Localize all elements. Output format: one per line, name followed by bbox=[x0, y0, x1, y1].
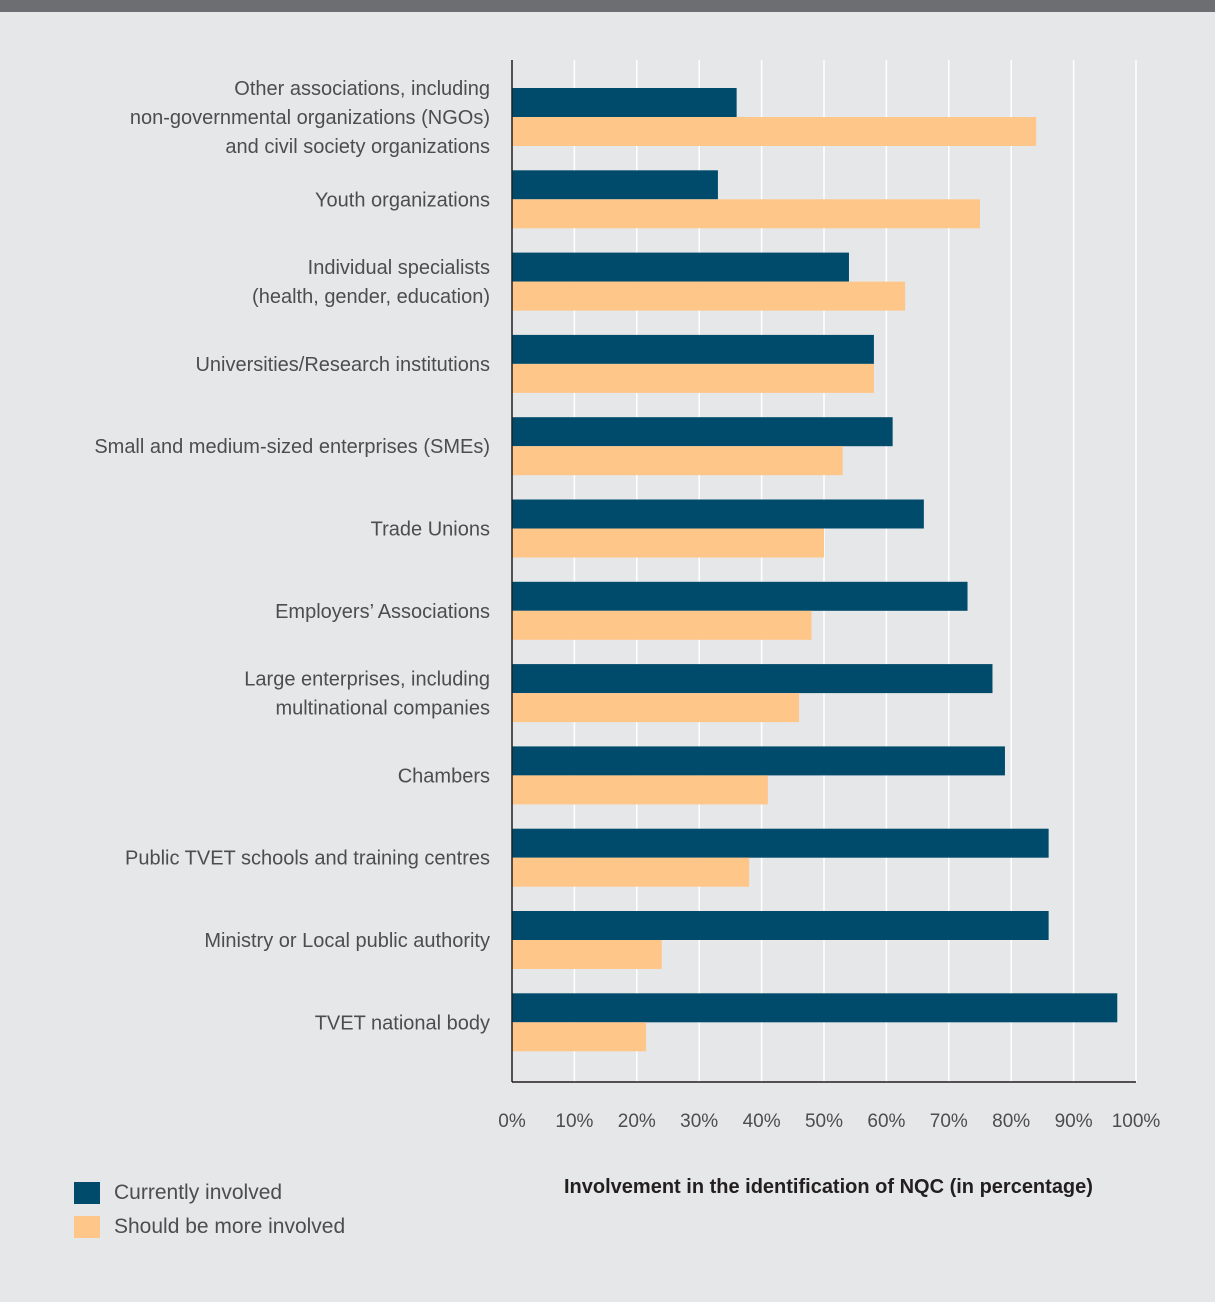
category-label: Trade Unions bbox=[371, 519, 490, 541]
bar-currently-involved bbox=[512, 334, 874, 364]
legend-item-current: Currently involved bbox=[74, 1176, 345, 1210]
x-tick-label: 50% bbox=[805, 1111, 843, 1132]
category-label: Chambers bbox=[398, 765, 490, 787]
x-tick-label: 40% bbox=[743, 1111, 781, 1132]
category-label: TVET national body bbox=[315, 1012, 490, 1034]
chart-panel: Other associations, including non-governm… bbox=[8, 12, 1207, 1294]
bar-currently-involved bbox=[512, 581, 968, 611]
legend-swatch-current bbox=[74, 1182, 100, 1204]
bar-currently-involved bbox=[512, 252, 849, 282]
category-label: Universities/Research institutions bbox=[195, 354, 490, 376]
bar-currently-involved bbox=[512, 828, 1049, 858]
bar-currently-involved bbox=[512, 911, 1049, 940]
category-label: Individual specialists bbox=[308, 257, 490, 279]
bar-should-be-more-involved bbox=[512, 281, 906, 311]
x-tick-label: 100% bbox=[1112, 1111, 1161, 1132]
bar-should-be-more-involved bbox=[512, 857, 750, 887]
bar-should-be-more-involved bbox=[512, 363, 874, 393]
legend-label-should: Should be more involved bbox=[114, 1215, 346, 1238]
x-tick-label: 90% bbox=[1055, 1111, 1093, 1132]
bar-currently-involved bbox=[512, 499, 924, 529]
bar-should-be-more-involved bbox=[512, 940, 662, 969]
bar-currently-involved bbox=[512, 170, 718, 200]
bar-should-be-more-involved bbox=[512, 446, 843, 476]
bar-should-be-more-involved bbox=[512, 199, 980, 229]
x-tick-label: 70% bbox=[930, 1111, 968, 1132]
category-label: Employers’ Associations bbox=[275, 601, 490, 623]
bar-currently-involved bbox=[512, 993, 1118, 1023]
legend-swatch-should bbox=[74, 1216, 100, 1238]
category-label: Youth organizations bbox=[315, 189, 490, 211]
category-label: multinational companies bbox=[275, 698, 490, 720]
bar-currently-involved bbox=[512, 746, 1005, 776]
bar-currently-involved bbox=[512, 664, 993, 694]
legend: Currently involved Should be more involv… bbox=[74, 1176, 345, 1244]
legend-label-current: Currently involved bbox=[114, 1181, 283, 1204]
category-label: Other associations, including bbox=[234, 78, 490, 100]
x-axis-title: Involvement in the identification of NQC… bbox=[564, 1176, 1093, 1198]
bar-chart: Other associations, including non-governm… bbox=[94, 60, 1161, 1132]
bar-currently-involved bbox=[512, 88, 737, 117]
x-tick-label: 80% bbox=[992, 1111, 1030, 1132]
category-label: and civil society organizations bbox=[225, 136, 490, 158]
category-label: Public TVET schools and training centres bbox=[125, 848, 490, 870]
bar-should-be-more-involved bbox=[512, 528, 824, 558]
bar-currently-involved bbox=[512, 417, 893, 447]
x-tick-label: 60% bbox=[867, 1111, 905, 1132]
category-label: Small and medium-sized enterprises (SMEs… bbox=[94, 436, 490, 458]
category-label: Ministry or Local public authority bbox=[204, 930, 490, 952]
x-tick-label: 20% bbox=[618, 1111, 656, 1132]
bar-should-be-more-involved bbox=[512, 693, 800, 723]
category-label: (health, gender, education) bbox=[252, 286, 490, 308]
x-tick-label: 10% bbox=[555, 1111, 593, 1132]
x-tick-label: 30% bbox=[680, 1111, 718, 1132]
bar-should-be-more-involved bbox=[512, 1022, 647, 1052]
bar-should-be-more-involved bbox=[512, 117, 1037, 146]
category-label: Large enterprises, including bbox=[244, 669, 490, 691]
x-tick-label: 0% bbox=[498, 1111, 526, 1132]
bar-should-be-more-involved bbox=[512, 610, 812, 640]
bar-should-be-more-involved bbox=[512, 775, 768, 805]
category-label: non-governmental organizations (NGOs) bbox=[130, 107, 490, 129]
top-band bbox=[0, 0, 1215, 12]
legend-item-should: Should be more involved bbox=[74, 1210, 345, 1244]
